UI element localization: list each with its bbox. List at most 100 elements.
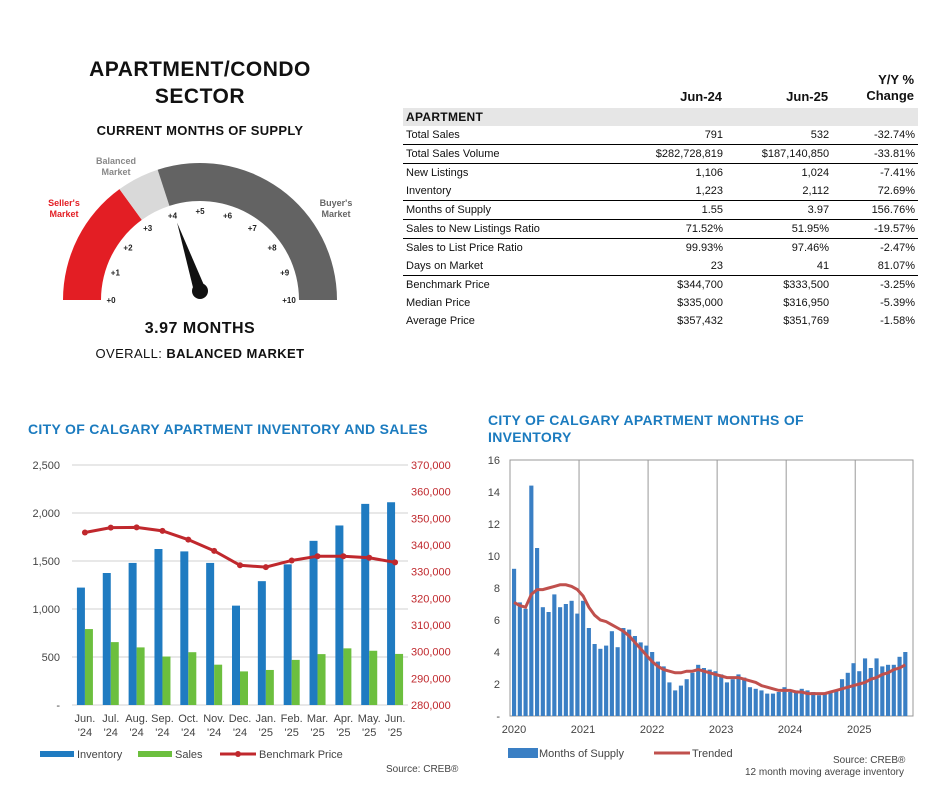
row-yoy-change: -33.81%: [832, 144, 918, 164]
row-label: Inventory: [406, 185, 452, 197]
row-label: Months of Supply: [403, 200, 593, 220]
row-jun24: $357,432: [677, 315, 724, 327]
y-right-tick-label: 300,000: [411, 647, 451, 659]
x-tick-label-year: '24: [155, 727, 169, 739]
sellers-market-label-1: Seller's: [48, 198, 80, 208]
sales-bar: [240, 671, 248, 705]
inventory-sales-chart-title: CITY OF CALGARY APARTMENT INVENTORY AND …: [28, 421, 428, 437]
gauge-tick-label: +3: [143, 224, 153, 233]
row-label: Sales to List Price Ratio: [403, 238, 593, 257]
months-of-supply-bar: [730, 679, 735, 716]
benchmark-price-point: [262, 564, 269, 571]
table-row: Sales to New Listings Ratio 71.52% 51.95% -…: [403, 219, 918, 239]
gauge-value: 3.97 MONTHS: [144, 320, 256, 337]
x-tick-label-month: May.: [358, 713, 381, 725]
header-yoy: Y/Y % Change: [832, 72, 918, 108]
months-of-supply-bar: [650, 652, 655, 716]
months-of-supply-bar: [581, 600, 586, 716]
x-tick-label: 2025: [847, 724, 871, 736]
gauge-tick-label: +4: [168, 211, 178, 220]
sales-bar: [84, 629, 93, 705]
x-tick-label-year: '24: [104, 727, 118, 739]
row-jun25: 51.95%: [726, 219, 833, 239]
months-of-supply-bar: [517, 602, 522, 716]
header-yoy-line1: Y/Y %: [878, 72, 914, 87]
x-tick-label-year: '25: [310, 727, 324, 739]
months-of-supply-bar: [862, 658, 868, 716]
row-jun24: 99.93%: [592, 238, 727, 257]
x-tick-label-month: Nov.: [203, 713, 225, 725]
gauge-zones: [63, 163, 337, 300]
months-of-supply-bar: [851, 663, 856, 716]
months-of-supply-bar: [638, 642, 643, 716]
benchmark-price-point: [107, 524, 114, 531]
row-jun25: 2,112: [802, 185, 830, 197]
row-yoy-change: -7.41%: [832, 163, 918, 182]
chart1-source: Source: CREB®: [386, 764, 459, 775]
overall-label: OVERALL:: [95, 346, 163, 361]
months-of-supply-bar: [696, 664, 701, 716]
benchmark-price-point: [392, 559, 399, 566]
months-of-supply-bar: [811, 692, 816, 716]
x-tick-label-month: Jul.: [102, 713, 119, 725]
row-jun25: $316,950: [783, 297, 830, 309]
inventory-bar: [102, 573, 111, 705]
row-jun24: 1,106: [592, 163, 727, 182]
legend-benchmark-marker: [235, 751, 241, 757]
y-tick-label: 4: [494, 647, 500, 659]
x-tick-label-year: '24: [129, 727, 143, 739]
inventory-bar: [128, 562, 137, 705]
table-row: Total Sales 791 532 -32.74%: [403, 126, 918, 145]
table-row: New Listings 1,106 1,024 -7.41%: [403, 163, 918, 182]
x-tick-label-year: '25: [388, 727, 402, 739]
row-jun25: 3.97: [726, 200, 833, 220]
benchmark-price-point: [340, 553, 347, 560]
months-inventory-chart: - 2 4 6 8 10 12 14 16 2020 2021 2022 2023 2024 2025 Mon…: [488, 455, 914, 760]
months-of-supply-bar: [586, 628, 591, 716]
months-of-supply-bar: [724, 682, 730, 716]
months-of-supply-bar: [644, 645, 649, 716]
row-label: Sales to New Listings Ratio: [403, 219, 593, 239]
table-row: Inventory 1,223 2,112 72.69%: [403, 182, 918, 201]
table-row: Average Price $357,432 $351,769 -1.58%: [403, 312, 918, 330]
row-jun25: 41: [816, 260, 830, 272]
row-label: Days on Market: [406, 260, 484, 272]
months-of-supply-bar: [805, 690, 810, 716]
benchmark-price-point: [314, 553, 321, 560]
months-of-supply-bar: [546, 612, 551, 716]
months-of-supply-bar: [736, 674, 741, 716]
header-jun24: Jun-24: [680, 89, 723, 104]
gauge-title-line2: SECTOR: [154, 85, 246, 108]
row-yoy-change: -1.58%: [880, 315, 915, 327]
gauge-tick-label: +8: [267, 244, 277, 253]
months-of-supply-bar: [621, 628, 626, 716]
months-of-supply-bar: [701, 668, 707, 716]
row-jun24: $335,000: [677, 297, 724, 309]
y-tick-label: 8: [494, 583, 500, 595]
y-left-tick-label: 500: [42, 652, 60, 664]
row-label: Total Sales: [406, 129, 460, 141]
y-tick-label: 2: [494, 679, 500, 691]
months-of-supply-bar: [753, 688, 758, 716]
y-left-tick-label: 2,500: [32, 460, 60, 472]
months-of-supply-bar: [575, 613, 580, 716]
months-of-supply-bar: [558, 607, 563, 716]
months-of-supply-bar: [747, 687, 753, 716]
x-tick-label: 2021: [571, 724, 595, 736]
row-jun24: 1,223: [695, 185, 724, 197]
sales-bar: [369, 650, 378, 705]
months-of-supply-bar: [678, 685, 683, 716]
inventory-bar: [206, 562, 215, 705]
gauge-tick-label: +9: [280, 268, 290, 277]
gauge-tick-label: +5: [195, 207, 205, 216]
sales-bar: [291, 659, 300, 705]
table-section-row: APARTMENT: [403, 108, 918, 126]
balanced-zone: [119, 169, 170, 220]
x-tick-label-year: '25: [259, 727, 273, 739]
y-right-tick-label: 280,000: [411, 700, 451, 712]
y-left-tick-label: -: [56, 700, 60, 712]
months-of-supply-bar: [667, 682, 672, 716]
months-of-supply-bar: [845, 672, 850, 716]
months-of-supply-bar: [788, 692, 793, 716]
y-right-tick-label: 320,000: [411, 593, 451, 605]
